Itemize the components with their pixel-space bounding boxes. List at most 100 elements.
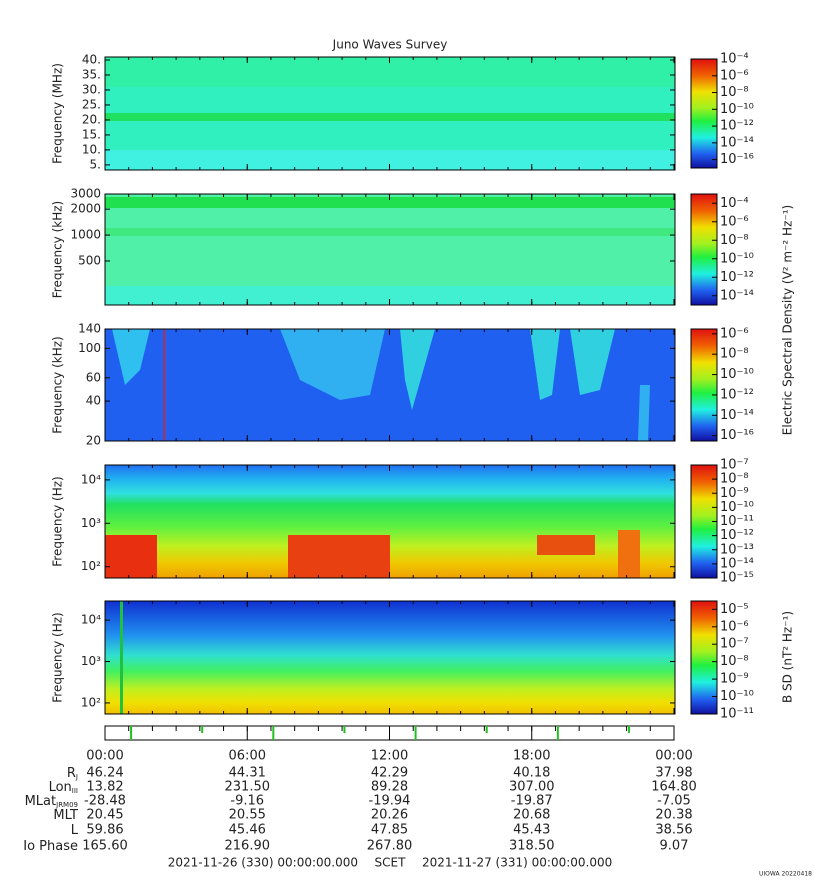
colorbar-tick-label: 10⁻¹⁴ [720, 135, 754, 150]
ephemeris-value: 20.45 [86, 808, 123, 823]
y-axis-label: Frequency (MHz) [51, 63, 65, 164]
colorbar-tick-label: 10⁻⁴ [720, 196, 749, 211]
y-tick-label: 140 [78, 322, 101, 336]
colorbar [691, 329, 717, 441]
ephemeris-value: 20.38 [655, 808, 692, 823]
colorbar-tick-label: 10⁻⁶ [720, 68, 749, 83]
ephemeris-value: 42.29 [371, 766, 408, 781]
row-label: MLT [53, 808, 78, 823]
colorbar-tick-label: 10⁻¹¹ [720, 514, 754, 529]
colorbar-tick-label: 10⁻¹⁰ [720, 102, 754, 117]
colorbar-tick-label: 10⁻¹⁴ [720, 556, 754, 571]
colorbar-tick-label: 10⁻¹⁰ [720, 500, 754, 515]
colorbar-tick-label: 10⁻⁵ [720, 602, 749, 617]
y-tick-label: 20. [82, 112, 101, 126]
y-tick-label: 25. [82, 97, 101, 111]
ephemeris-value: -9.16 [230, 794, 264, 809]
y-tick-label: 10² [81, 695, 101, 709]
ephemeris-value: 45.46 [229, 823, 266, 838]
y-axis-label: Frequency (Hz) [51, 476, 65, 567]
ephemeris-value: 59.86 [86, 823, 123, 838]
ephemeris-value: 20.55 [229, 808, 266, 823]
spectrogram-image [105, 465, 675, 578]
x-tick-label: 00:00 [86, 749, 123, 764]
row-label: RJ [67, 766, 78, 782]
ephemeris-value: 45.43 [513, 823, 550, 838]
colorbar-tick-label: 10⁻⁸ [720, 233, 749, 248]
y-tick-label: 10³ [81, 516, 101, 530]
y-axis-label: Frequency (kHz) [51, 336, 65, 433]
y-tick-label: 10. [82, 142, 101, 156]
row-label-text: L [71, 823, 79, 838]
footer-end: 2021-11-27 (331) 00:00:00.000 [422, 856, 612, 870]
colorbar-tick-label: 10⁻⁷ [720, 637, 749, 652]
x-tick-label: 00:00 [655, 749, 692, 764]
ephemeris-value: -28.48 [84, 794, 126, 809]
colorbar-tick-label: 10⁻¹² [720, 119, 754, 134]
y-axis-label: Frequency (Hz) [51, 612, 65, 703]
row-label-text: Lon [49, 780, 72, 795]
colorbar-tick-label: 10⁻⁶ [720, 326, 749, 341]
colorbar-tick-label: 10⁻¹⁶ [720, 428, 754, 443]
figure-title: Juno Waves Survey [332, 38, 448, 52]
ephemeris-value: -7.05 [657, 794, 691, 809]
ephemeris-value: -19.87 [511, 794, 553, 809]
colorbar-tick-label: 10⁻¹² [720, 270, 754, 285]
colorbar-tick-label: 10⁻⁸ [720, 654, 749, 669]
y-tick-label: 40. [82, 52, 101, 66]
ephemeris-value: 37.98 [655, 766, 692, 781]
colorbar [691, 601, 717, 714]
colorbar-tick-label: 10⁻¹⁰ [720, 367, 754, 382]
row-label: L [71, 823, 79, 838]
colorbar-tick-label: 10⁻¹² [720, 528, 754, 543]
row-label-sub: J [75, 773, 78, 781]
colorbar-frame [690, 193, 718, 306]
y-tick-label: 100 [78, 341, 101, 355]
ephemeris-value: 231.50 [225, 780, 271, 795]
colorbar [691, 59, 717, 168]
ephemeris-value: 9.07 [660, 839, 689, 854]
row-label-sub: JRM09 [55, 801, 78, 809]
ephemeris-value: 47.85 [371, 823, 408, 838]
y-tick-label: 30. [82, 82, 101, 96]
y-tick-label: 35. [82, 67, 101, 81]
colorbar-tick-label: 10⁻⁹ [720, 672, 749, 687]
ephemeris-value: 165.60 [82, 839, 128, 854]
colorbar-tick-label: 10⁻¹⁰ [720, 689, 754, 704]
ephemeris-value: 40.18 [513, 766, 550, 781]
colorbar-tick-label: 10⁻¹⁶ [720, 152, 754, 167]
colorbar-tick-label: 10⁻⁹ [720, 486, 749, 501]
footer-scet: SCET [375, 856, 407, 870]
y-tick-label: 3000 [70, 187, 101, 201]
footer-stamp: UIOWA 20220418 [759, 871, 812, 878]
spectrogram-image [105, 329, 675, 441]
y-tick-label: 10² [81, 559, 101, 573]
ephemeris-value: 44.31 [229, 766, 266, 781]
y-tick-label: 10³ [81, 654, 101, 668]
ephemeris-value: 13.82 [86, 780, 123, 795]
y-axis-label: Frequency (kHz) [51, 201, 65, 298]
colorbar-tick-label: 10⁻⁸ [720, 347, 749, 362]
spectrogram-image [105, 601, 675, 714]
ephemeris-value: -19.94 [369, 794, 411, 809]
colorbar-tick-label: 10⁻⁷ [720, 458, 749, 473]
y-tick-label: 15. [82, 127, 101, 141]
ephemeris-value: 20.26 [371, 808, 408, 823]
colorbar-tick-label: 10⁻⁸ [720, 85, 749, 100]
colorbar-tick-label: 10⁻¹⁵ [720, 571, 754, 586]
x-tick-label: 18:00 [513, 749, 550, 764]
colorbar-label: Electric Spectral Density (V² m⁻² Hz⁻¹) [781, 205, 795, 435]
colorbar-tick-label: 10⁻¹⁴ [720, 408, 754, 423]
colorbar-tick-label: 10⁻⁶ [720, 214, 749, 229]
ephemeris-value: 216.90 [225, 839, 271, 854]
x-tick-label: 12:00 [371, 749, 408, 764]
colorbar [691, 194, 717, 305]
colorbar-tick-label: 10⁻¹⁴ [720, 288, 754, 303]
colorbar-tick-label: 10⁻¹¹ [720, 707, 754, 722]
y-tick-label: 2000 [70, 202, 101, 216]
y-tick-label: 10⁴ [81, 472, 101, 486]
ephemeris-value: 318.50 [509, 839, 555, 854]
x-tick-label: 06:00 [229, 749, 266, 764]
colorbar-tick-label: 10⁻⁶ [720, 619, 749, 634]
